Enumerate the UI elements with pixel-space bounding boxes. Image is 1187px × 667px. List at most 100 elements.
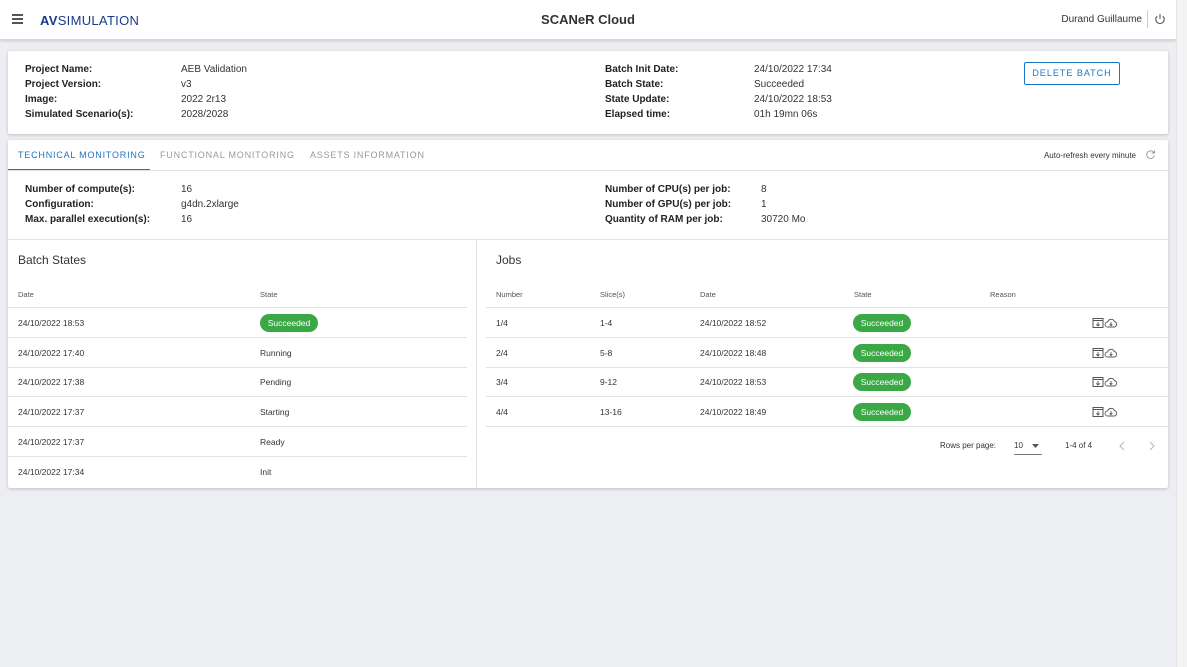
project-field-label: Simulated Scenario(s): — [25, 109, 134, 120]
top-app-bar: AVSIMULATION SCANeR Cloud Durand Guillau… — [0, 0, 1176, 40]
table-row[interactable]: 4/4 13-16 24/10/2022 18:49 Succeeded — [486, 397, 1168, 428]
job-resource-field-value: 30720 Mo — [761, 214, 806, 225]
job-slices: 1-4 — [600, 318, 613, 328]
row-divider — [486, 396, 1168, 398]
job-date: 24/10/2022 18:48 — [700, 347, 767, 358]
table-row[interactable]: 24/10/2022 17:37 Starting — [8, 397, 467, 428]
batch-field-label: Batch State: — [605, 79, 664, 90]
column-header-state[interactable]: State — [854, 290, 872, 299]
status-badge: Succeeded — [853, 343, 911, 362]
cloud-download-icon[interactable] — [1104, 406, 1118, 418]
job-resource-field-value: 1 — [761, 199, 767, 210]
web-asset-icon[interactable] — [1092, 376, 1104, 388]
column-header-date[interactable]: Date — [18, 290, 34, 299]
column-header-reason[interactable]: Reason — [990, 290, 1016, 299]
project-field-label: Image: — [25, 94, 58, 105]
web-asset-icon[interactable] — [1092, 317, 1104, 329]
column-header-slices[interactable]: Slice(s) — [600, 290, 626, 299]
auto-refresh-label: Auto-refresh every minute — [1043, 151, 1136, 160]
project-field-label: Project Version: — [25, 79, 102, 90]
job-actions — [1092, 317, 1122, 329]
column-header-date[interactable]: Date — [700, 290, 716, 299]
next-page-icon[interactable] — [1148, 441, 1156, 451]
rows-per-page-label: Rows per page: — [940, 441, 997, 450]
company-logo[interactable]: AVSIMULATION — [40, 13, 140, 28]
rows-per-page-value: 10 — [1014, 441, 1023, 450]
batch-field-value: 01h 19mn 06s — [754, 109, 818, 120]
table-row[interactable]: 1/4 1-4 24/10/2022 18:52 Succeeded — [486, 308, 1168, 338]
divider — [476, 240, 477, 488]
job-date: 24/10/2022 18:52 — [700, 318, 767, 328]
batch-field-value: Succeeded — [754, 79, 805, 90]
compute-field-label: Max. parallel execution(s): — [25, 214, 151, 225]
tab-technical-monitoring[interactable]: TECHNICAL MONITORING — [18, 150, 146, 160]
job-actions — [1092, 406, 1122, 418]
table-row[interactable]: 24/10/2022 17:38 Pending — [8, 367, 467, 398]
state-date: 24/10/2022 17:37 — [18, 436, 85, 447]
row-divider — [8, 426, 467, 428]
chevron-down-icon — [1032, 444, 1039, 448]
state-label: Starting — [260, 407, 290, 418]
job-actions — [1092, 347, 1122, 359]
cloud-download-icon[interactable] — [1104, 347, 1118, 359]
app-title: SCANeR Cloud — [541, 12, 635, 27]
status-badge: Succeeded — [853, 314, 911, 332]
web-asset-icon[interactable] — [1092, 406, 1104, 418]
table-row[interactable]: 24/10/2022 17:40 Running — [8, 338, 467, 368]
project-field-value: v3 — [181, 79, 192, 90]
row-divider — [486, 426, 1168, 428]
job-number: 4/4 — [496, 407, 508, 418]
state-date: 24/10/2022 17:37 — [18, 407, 85, 418]
table-row[interactable]: 2/4 5-8 24/10/2022 18:48 Succeeded — [486, 338, 1168, 368]
project-info-card: Project Name: AEB Validation Project Versi… — [8, 51, 1168, 134]
job-date: 24/10/2022 18:49 — [700, 407, 767, 418]
state-date: 24/10/2022 17:38 — [18, 377, 85, 388]
project-field-value: AEB Validation — [181, 64, 247, 75]
state-date: 24/10/2022 17:34 — [18, 466, 85, 477]
job-number: 1/4 — [496, 318, 508, 328]
batch-field-value: 24/10/2022 18:53 — [754, 94, 832, 105]
project-field-label: Project Name: — [25, 64, 93, 75]
table-row[interactable]: 24/10/2022 18:53 Succeeded — [8, 308, 467, 338]
menu-icon[interactable] — [12, 14, 23, 24]
job-slices: 5-8 — [600, 347, 613, 358]
compute-field-value: 16 — [181, 184, 193, 195]
rows-per-page-select[interactable]: 10 — [1014, 437, 1042, 455]
job-resource-field-label: Number of CPU(s) per job: — [605, 184, 731, 195]
cloud-download-icon[interactable] — [1104, 317, 1118, 329]
table-row[interactable]: 3/4 9-12 24/10/2022 18:53 Succeeded — [486, 367, 1168, 398]
column-header-state[interactable]: State — [260, 290, 278, 299]
divider — [8, 239, 1168, 240]
state-label: Pending — [260, 377, 292, 388]
scrollbar[interactable] — [1176, 0, 1187, 667]
web-asset-icon[interactable] — [1092, 347, 1104, 359]
row-divider — [486, 366, 1168, 368]
divider — [486, 307, 1168, 308]
batch-field-value: 24/10/2022 17:34 — [754, 64, 832, 75]
tab-functional-monitoring[interactable]: FUNCTIONAL MONITORING — [160, 150, 295, 160]
compute-field-value: g4dn.2xlarge — [181, 199, 239, 210]
monitoring-card: TECHNICAL MONITORING FUNCTIONAL MONITORI… — [8, 140, 1168, 488]
state-label: Running — [260, 347, 292, 358]
cloud-download-icon[interactable] — [1104, 376, 1118, 388]
compute-field-label: Number of compute(s): — [25, 184, 135, 195]
state-label: Ready — [260, 436, 285, 447]
table-row[interactable]: 24/10/2022 17:34 Init — [8, 457, 467, 486]
divider — [1147, 10, 1148, 28]
batch-field-label: Elapsed time: — [605, 109, 671, 120]
batch-states-title: Batch States — [18, 253, 87, 267]
job-resource-field-label: Quantity of RAM per job: — [605, 214, 723, 225]
previous-page-icon[interactable] — [1118, 441, 1126, 451]
jobs-title: Jobs — [496, 253, 522, 267]
table-row[interactable]: 24/10/2022 17:37 Ready — [8, 427, 467, 457]
refresh-icon[interactable] — [1145, 149, 1156, 160]
project-field-value: 2022 2r13 — [181, 94, 227, 105]
tab-assets-information[interactable]: ASSETS INFORMATION — [310, 150, 425, 160]
user-name[interactable]: Durand Guillaume — [1061, 14, 1142, 25]
power-icon[interactable] — [1154, 13, 1166, 25]
row-divider — [8, 396, 467, 398]
column-header-number[interactable]: Number — [496, 290, 523, 299]
row-divider — [8, 455, 467, 457]
delete-batch-button[interactable]: DELETE BATCH — [1024, 62, 1120, 85]
divider — [8, 170, 1168, 171]
